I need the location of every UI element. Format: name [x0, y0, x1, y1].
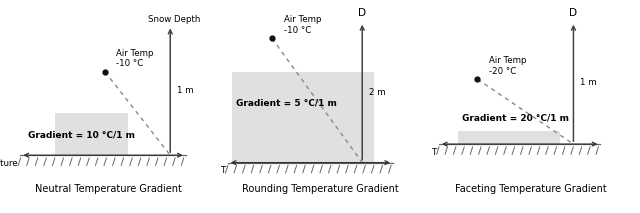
Text: T: T — [432, 148, 437, 157]
Text: Rounding Temperature Gradient: Rounding Temperature Gradient — [242, 184, 398, 194]
Bar — [55, 112, 128, 155]
Text: Gradient = 10 °C/1 m: Gradient = 10 °C/1 m — [28, 130, 135, 139]
Text: Gradient = 5 °C/1 m: Gradient = 5 °C/1 m — [236, 99, 337, 108]
Text: 1 m: 1 m — [177, 86, 193, 95]
Text: 1 m: 1 m — [580, 78, 596, 87]
Text: Air Temp
-10 °C: Air Temp -10 °C — [284, 15, 321, 35]
Bar — [458, 131, 560, 144]
Text: Air Temp
-20 °C: Air Temp -20 °C — [489, 56, 527, 75]
Text: Snow Depth: Snow Depth — [148, 15, 200, 24]
Bar — [232, 72, 374, 163]
Text: Faceting Temperature Gradient: Faceting Temperature Gradient — [455, 184, 607, 194]
Text: Neutral Temperature Gradient: Neutral Temperature Gradient — [35, 184, 182, 194]
Text: Air Temp
-10 °C: Air Temp -10 °C — [116, 49, 154, 68]
Text: Gradient = 20 °C/1 m: Gradient = 20 °C/1 m — [462, 114, 569, 123]
Text: D: D — [358, 8, 366, 18]
Text: 2 m: 2 m — [369, 88, 385, 97]
Text: T: T — [221, 166, 226, 175]
Text: D: D — [570, 8, 577, 18]
Text: Temperature: Temperature — [0, 159, 19, 168]
